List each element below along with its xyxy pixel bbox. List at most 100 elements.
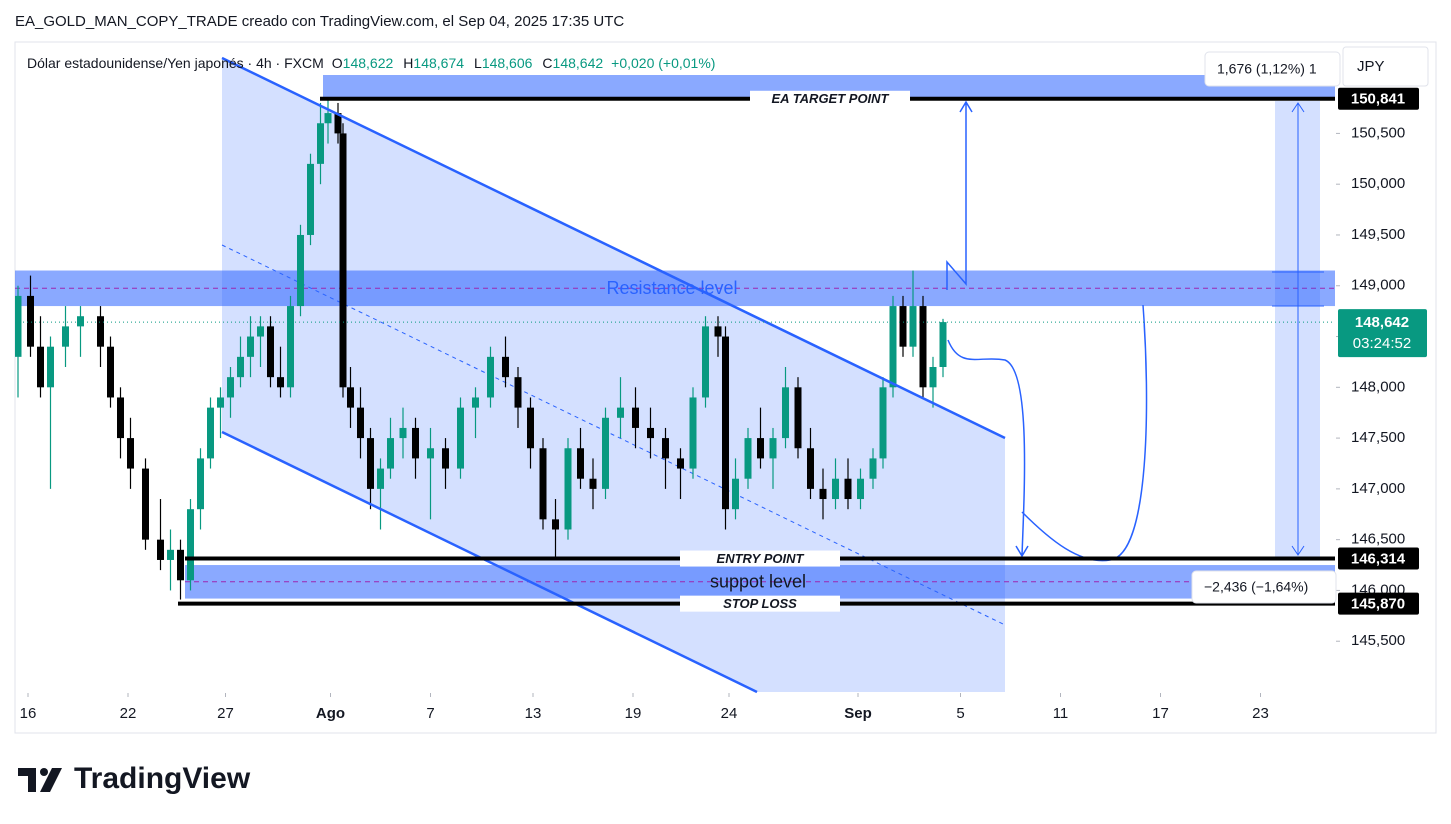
candle-body	[769, 438, 777, 459]
candle-body	[487, 356, 494, 398]
currency-box	[1342, 46, 1429, 87]
y-tick-label: 148,000	[1351, 378, 1405, 395]
candle-body	[617, 407, 624, 418]
level-label-bg	[680, 550, 840, 567]
currency: JPY	[1357, 58, 1385, 75]
candle-body	[689, 397, 697, 469]
candle-body	[577, 448, 584, 479]
candle-body	[177, 549, 184, 581]
measure-box	[1191, 570, 1337, 604]
candle-body	[287, 306, 294, 388]
x-tick-label: 13	[525, 705, 542, 722]
candle-body	[399, 427, 407, 439]
candle-body	[564, 448, 572, 530]
x-tick-label: 7	[426, 705, 434, 722]
zone-label: suppot level	[710, 572, 806, 592]
candle-body	[632, 407, 639, 428]
candle-body	[502, 356, 509, 378]
candle-body	[869, 458, 877, 479]
x-tick-label: Sep	[844, 705, 872, 722]
candle-body	[442, 448, 449, 469]
path-arrow	[947, 339, 1029, 558]
candle-body	[267, 326, 274, 378]
price-tag-value: 148,642	[1355, 314, 1409, 331]
candle-body	[142, 468, 149, 540]
candle-body	[427, 448, 434, 459]
candle-body	[939, 322, 947, 367]
measure-arrowheads	[1291, 102, 1305, 556]
candle-body	[732, 478, 739, 510]
candle-body	[237, 356, 244, 378]
ohlc-value: 148,674	[413, 55, 464, 71]
target-arrow	[946, 100, 973, 290]
level-label-bg	[750, 90, 910, 107]
change: +0,020 (+0,01%)	[611, 55, 715, 71]
candle-body	[744, 438, 752, 479]
y-tick-label: 147,000	[1351, 480, 1405, 497]
candle-body	[27, 295, 34, 347]
logo-mark	[18, 768, 62, 792]
measure-box	[1204, 51, 1341, 87]
candle-body	[457, 407, 464, 469]
ohlc-key: H	[403, 55, 413, 71]
candle-body	[257, 326, 264, 337]
y-tick-label: 145,500	[1351, 632, 1405, 649]
candle-body	[367, 438, 374, 489]
candle-body	[197, 458, 204, 510]
measure-label: 1,676 (1,12%) 1	[1217, 61, 1317, 77]
candle-body	[909, 306, 917, 347]
candle-body	[602, 417, 609, 489]
candles	[15, 98, 947, 600]
candle-body	[157, 539, 164, 560]
channel-fill	[222, 58, 1005, 692]
candle-body	[539, 448, 547, 520]
candle-body	[794, 387, 802, 449]
symbol: Dólar estadounidense/Yen japonés · 4h · …	[27, 55, 324, 71]
candle-body	[844, 478, 852, 500]
candle-body	[187, 509, 194, 581]
candle-body	[899, 306, 907, 347]
level-label: STOP LOSS	[723, 596, 797, 611]
header: EA_GOLD_MAN_COPY_TRADE creado con Tradin…	[15, 13, 624, 30]
drawings: Resistance level suppot level EA TARGET PO…	[15, 56, 1335, 694]
ohlc-key: L	[474, 55, 482, 71]
candle-body	[819, 488, 827, 500]
x-tick-label: 17	[1152, 705, 1169, 722]
measure-label: −2,436 (−1,64%)	[1204, 579, 1308, 595]
candle-body	[889, 306, 897, 388]
y-tick-label: 150,000	[1351, 175, 1405, 192]
candle-body	[929, 367, 937, 388]
candle-body	[334, 113, 342, 134]
target-zone	[323, 75, 1335, 98]
ohlc-value: 148,622	[343, 55, 394, 71]
channel-midline	[221, 244, 1006, 626]
level-label-bg	[680, 595, 840, 612]
level-tag-value: 146,314	[1351, 551, 1406, 568]
candle-body	[757, 438, 764, 459]
y-tick-label: 150,500	[1351, 124, 1405, 141]
candle-body	[662, 438, 669, 459]
candle-body	[832, 478, 839, 500]
x-tick-label: 24	[721, 705, 738, 722]
logo-dot	[40, 768, 48, 776]
candle-body	[722, 336, 729, 510]
zone-label: Resistance level	[606, 278, 737, 298]
candle-body	[167, 549, 174, 560]
axes: 145,500146,000146,500147,000147,500148,0…	[20, 87, 1427, 722]
candle-body	[247, 336, 254, 357]
candle-body	[207, 407, 214, 459]
ohlc-value: 148,606	[482, 55, 533, 71]
candle-body	[227, 377, 234, 398]
candle-body	[857, 478, 864, 500]
brand: TradingView	[74, 762, 251, 795]
ohlc-key: C	[542, 55, 552, 71]
path-arrow	[1021, 304, 1148, 562]
level-tag-value: 145,870	[1351, 596, 1405, 613]
level-tag	[1338, 592, 1419, 615]
channel-top	[221, 56, 1006, 440]
level-label: EA TARGET POINT	[772, 91, 890, 106]
y-tick-label: 149,500	[1351, 226, 1405, 243]
x-tick-label: 27	[217, 705, 234, 722]
price-tag	[1338, 309, 1427, 358]
level-tag-value: 150,841	[1351, 91, 1405, 108]
